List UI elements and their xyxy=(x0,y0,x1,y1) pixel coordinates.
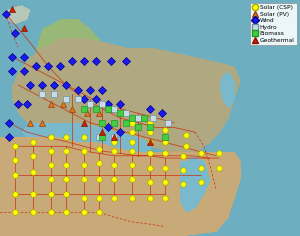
Legend: Solar (CSP), Solar (PV), Wind, Hydro, Biomass, Geothermal: Solar (CSP), Solar (PV), Wind, Hydro, Bi… xyxy=(250,3,297,45)
